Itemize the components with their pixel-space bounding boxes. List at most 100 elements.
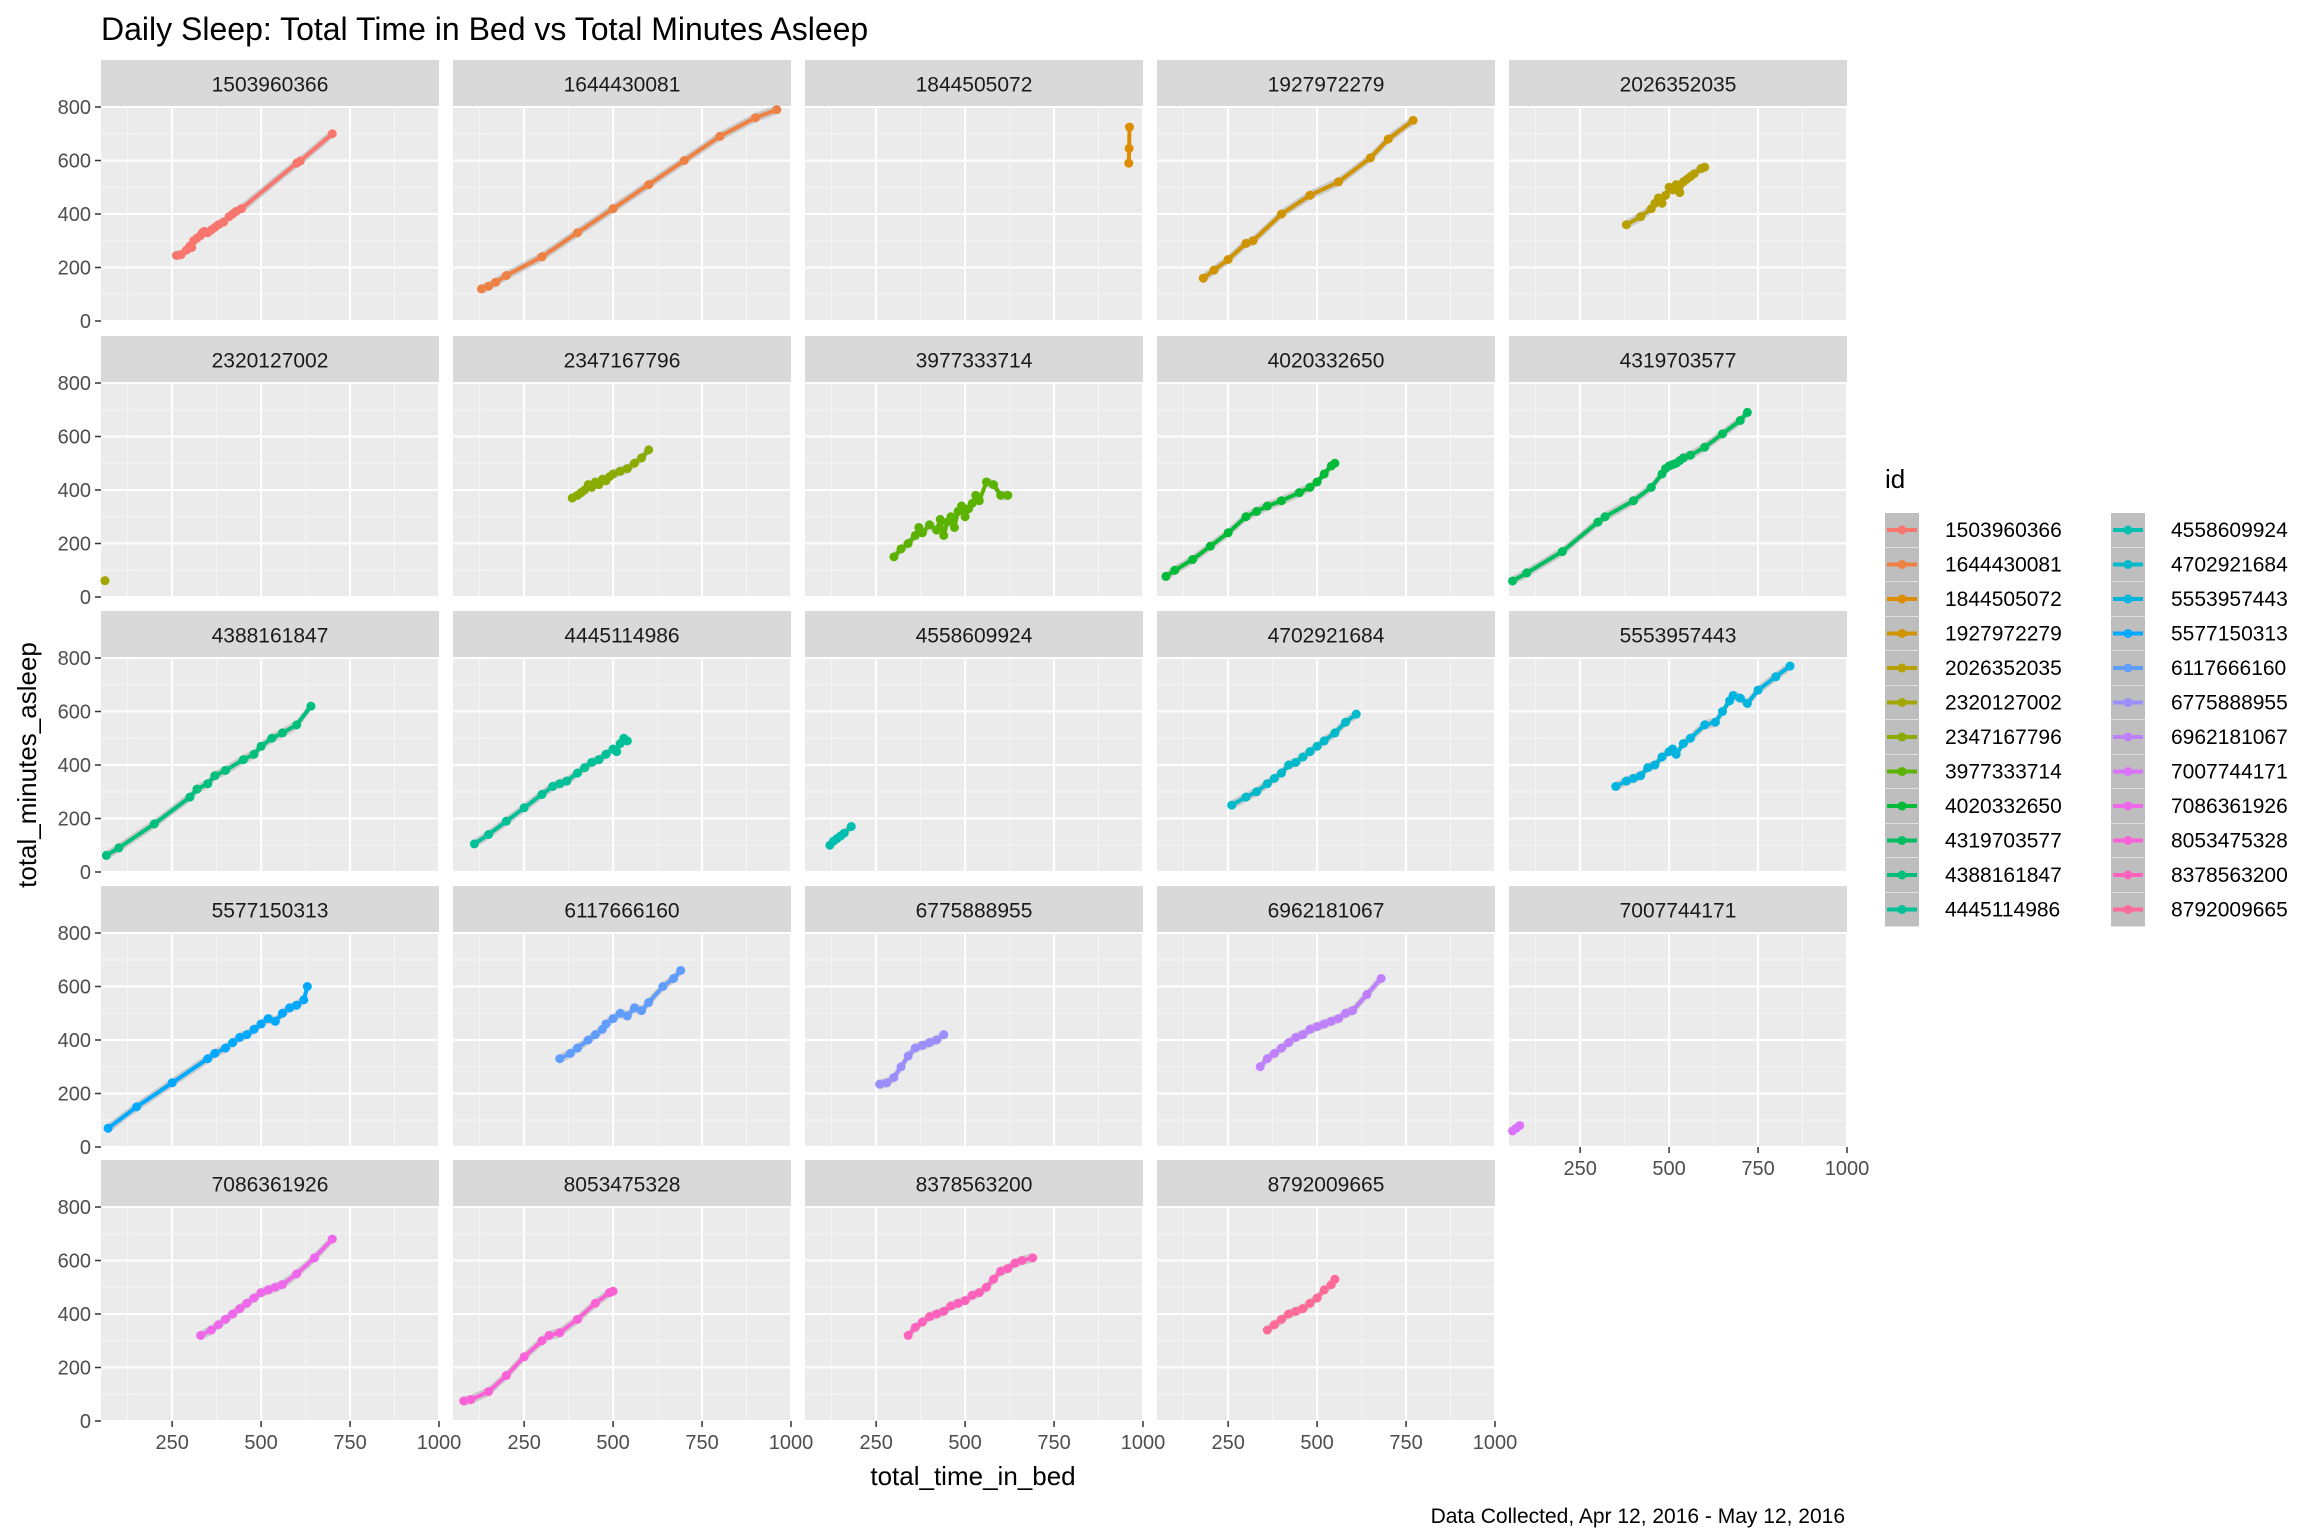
facet-panel: 1927972279 [1157,60,1496,322]
legend-entry-label: 4558609924 [2171,519,2288,542]
data-point [1188,555,1198,565]
data-point [917,1040,927,1050]
caption: Data Collected, Apr 12, 2016 - May 12, 2… [1431,1505,1845,1528]
facet-strip [805,886,1143,933]
data-point [555,1328,565,1338]
data-point [1319,469,1329,479]
data-point [562,776,572,786]
data-point [932,525,942,535]
data-point [1657,752,1667,762]
data-point [1319,1019,1329,1029]
data-point [221,765,231,775]
facet-strip-label: 4445114986 [564,625,679,648]
data-point [1742,698,1752,708]
facet-strip-label: 4319703577 [1620,350,1737,373]
data-point [974,1288,984,1298]
data-point [910,1043,920,1053]
x-tick-label: 250 [507,1432,540,1454]
data-point [484,281,494,291]
facet-strip [1157,60,1495,107]
data-point [910,530,920,540]
data-point [974,496,984,506]
data-point [1017,1256,1027,1265]
facet-panel: 1844505072 [805,60,1144,322]
data-point [889,552,899,562]
facet-strip-label: 7086361926 [212,1174,329,1197]
legend-entry-label: 8053475328 [2171,830,2288,853]
data-point [1685,733,1695,743]
legend-key-point [1897,905,1907,914]
data-point [1341,1008,1351,1018]
data-point [256,741,266,751]
legend-key-point [1897,767,1907,776]
data-point [466,1395,476,1405]
data-point [644,998,654,1008]
data-point [192,784,202,794]
data-point [1771,672,1781,682]
data-point [235,1032,245,1042]
y-tick-label: 200 [58,534,91,556]
data-point [601,749,611,759]
data-point [285,1003,295,1013]
data-point [601,1019,611,1029]
data-point [644,180,654,190]
data-point [1508,576,1518,586]
data-point [1124,158,1134,168]
data-point [1717,707,1727,716]
data-point [637,453,647,463]
data-point [249,1293,259,1303]
data-point [960,512,970,522]
legend-title: id [1885,464,1905,494]
facet-panel: 4388161847 0 200 400 600 800 [58,611,440,884]
data-point [1408,115,1418,125]
data-point [1735,693,1745,703]
legend-entry-label: 4020332650 [1945,795,2062,818]
facet-strip-label: 4702921684 [1268,625,1385,648]
facet-strip [1509,611,1847,658]
data-point [1124,122,1134,132]
data-point [960,1296,970,1306]
data-point [932,1035,942,1045]
data-point [295,156,305,166]
data-point [889,1072,899,1082]
data-point [327,1234,337,1244]
y-tick-label: 200 [58,1084,91,1106]
data-point [608,469,618,479]
data-point [1205,541,1215,551]
data-point [910,1322,920,1332]
facet-panel: 8378563200 250 500 750 1000 [805,1160,1165,1454]
data-point [637,1006,647,1016]
data-point [185,792,195,802]
confidence-band [1165,458,1335,582]
data-point [1661,190,1671,200]
data-point [981,477,991,487]
data-point [939,530,949,540]
data-point [1248,236,1258,246]
data-point [839,828,849,838]
data-point [917,1317,927,1327]
data-point [1003,490,1013,500]
data-point [1365,153,1375,163]
data-point [1294,488,1304,498]
y-tick-label: 600 [58,1251,91,1273]
data-point [203,1054,213,1064]
y-tick-label: 0 [80,311,91,333]
legend-entry-label: 1927972279 [1945,623,2062,646]
legend-key-point [2123,560,2133,569]
data-point [1636,771,1646,781]
x-tick-label: 500 [1300,1432,1333,1454]
data-point [1593,517,1603,527]
data-point [1700,442,1710,452]
data-point [228,1038,238,1048]
data-point [277,1008,287,1018]
data-point [1333,1014,1343,1024]
facet-panel: 4319703577 [1508,336,1848,598]
data-point [565,1048,575,1058]
data-point [1262,1054,1272,1064]
data-point [537,1336,547,1346]
data-point [996,1266,1006,1276]
data-point [573,1314,583,1324]
data-point [590,1030,600,1040]
data-point [196,1330,206,1340]
data-point [256,1019,266,1029]
